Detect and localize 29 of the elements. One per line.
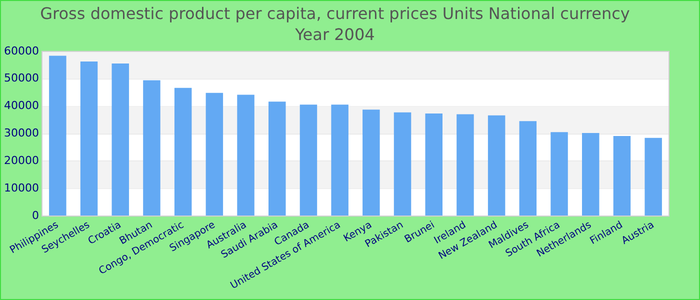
bar [519,121,537,216]
bar [49,56,66,216]
y-tick-label: 0 [32,208,39,222]
y-tick-label: 40000 [4,99,39,112]
bar [362,110,380,216]
bar [488,115,506,216]
y-tick-label: 30000 [4,126,39,140]
bar [456,114,474,216]
bar [644,138,662,216]
bar [613,136,631,216]
y-tick-label: 60000 [4,44,39,58]
bar [206,92,224,216]
bar [237,94,254,216]
y-tick-label: 50000 [4,72,39,85]
bar [80,62,98,216]
bar [112,63,129,216]
bar [550,132,568,216]
chart-subtitle: Year 2004 [294,24,375,44]
bar [268,102,286,216]
chart-title: Gross domestic product per capita, current prices Units National currency [40,4,630,23]
bar [300,104,318,216]
bar [394,112,412,216]
bar [582,132,600,216]
bar [425,113,442,216]
y-tick-label: 20000 [4,154,39,168]
bar [143,80,160,216]
bar [331,104,348,216]
bar [174,88,192,216]
y-tick-label: 10000 [4,182,39,195]
